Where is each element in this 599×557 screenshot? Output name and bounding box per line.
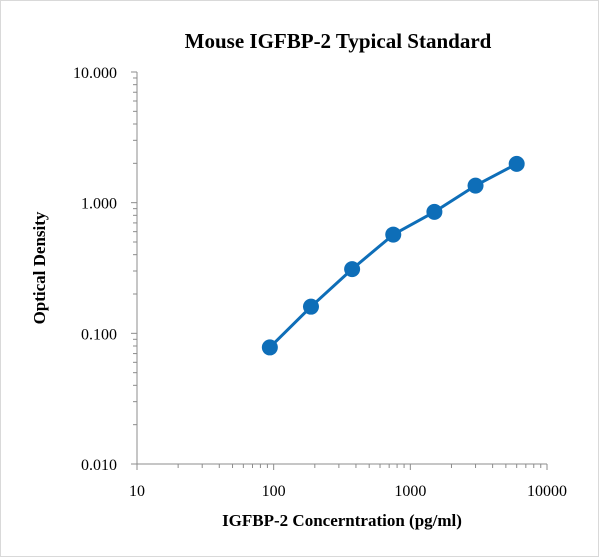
data-point: [426, 203, 443, 220]
x-tick-label: 10000: [527, 483, 567, 500]
data-point: [344, 261, 361, 278]
x-axis-title: IGFBP-2 Concerntration (pg/ml): [222, 511, 462, 530]
y-axis-title: Optical Density: [30, 211, 49, 324]
x-tick-labels: 10 100 1000 10000: [129, 483, 567, 500]
data-point: [508, 155, 525, 172]
x-tick-label: 10: [129, 483, 145, 500]
data-point: [385, 226, 402, 243]
x-tick-label: 1000: [394, 483, 426, 500]
y-tick-label: 1.000: [81, 196, 117, 213]
y-tick-label: 0.010: [81, 457, 117, 474]
y-tick-labels: 10.000 1.000 0.100 0.010: [73, 65, 117, 474]
data-point: [467, 177, 484, 194]
series-layer: [261, 155, 525, 356]
y-tick-label: 10.000: [73, 65, 117, 82]
y-tick-label: 0.100: [81, 326, 117, 343]
axes: [131, 71, 548, 470]
x-tick-label: 100: [262, 483, 286, 500]
data-point: [302, 298, 319, 315]
chart-title: Mouse IGFBP-2 Typical Standard: [185, 29, 492, 53]
data-point: [261, 339, 278, 356]
